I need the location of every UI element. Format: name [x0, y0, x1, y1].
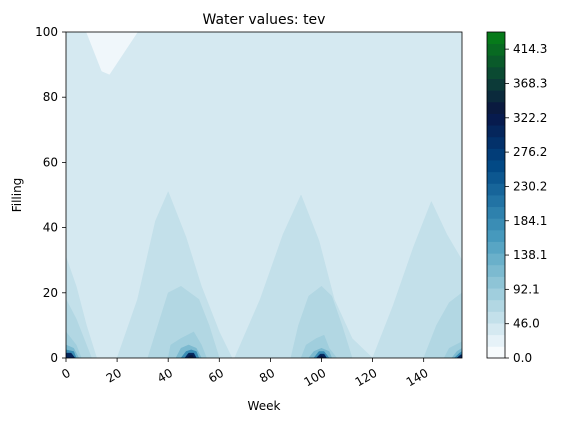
y-tick-label-2: 40	[43, 221, 58, 235]
contour-region-9	[423, 292, 462, 358]
colorbar-tick-label-3: 138.1	[513, 248, 547, 262]
x-tick-label-3: 60	[206, 366, 226, 386]
colorbar-band-10	[487, 229, 505, 242]
colorbar-band-2	[487, 323, 505, 336]
x-axis-label: Week	[248, 399, 281, 413]
colorbar-tick-label-7: 322.2	[513, 111, 547, 125]
contour-region-22	[66, 352, 76, 358]
colorbar-band-4	[487, 299, 505, 312]
colorbar-band-5	[487, 288, 505, 301]
plot-frame	[65, 31, 463, 359]
colorbar-band-27	[487, 32, 505, 45]
x-tick-label-1: 20	[104, 366, 124, 386]
contour-region-7	[147, 285, 220, 358]
colorbar-band-8	[487, 253, 505, 266]
colorbar-tick-label-5: 230.2	[513, 179, 547, 193]
colorbar-band-3	[487, 311, 505, 324]
colorbar-tick-label-2: 92.1	[513, 282, 540, 296]
colorbar-band-24	[487, 66, 505, 79]
colorbar-tick-label-0: 0.0	[513, 351, 532, 365]
colorbar-tick-label-4: 184.1	[513, 214, 547, 228]
y-tick-label-4: 80	[43, 90, 58, 104]
colorbar-band-12	[487, 206, 505, 219]
colorbar-band-17	[487, 148, 505, 161]
colorbar-band-21	[487, 101, 505, 114]
colorbar-band-19	[487, 125, 505, 138]
y-tick-label-3: 60	[43, 155, 58, 169]
colorbar-band-6	[487, 276, 505, 289]
colorbar-band-1	[487, 334, 505, 347]
colorbar-band-23	[487, 78, 505, 91]
chart-title: Water values: tev	[203, 12, 326, 28]
colorbar-band-14	[487, 183, 505, 196]
colorbar-band-0	[487, 346, 505, 359]
contour-region-5	[372, 200, 462, 358]
colorbar-band-7	[487, 264, 505, 277]
colorbar-band-16	[487, 160, 505, 173]
contour-region-26	[186, 355, 195, 358]
y-tick-label-0: 0	[50, 351, 58, 365]
colorbar-band-26	[487, 43, 505, 56]
contour-region-27	[318, 355, 325, 358]
x-tick-label-2: 40	[155, 366, 175, 386]
colorbar-band-13	[487, 195, 505, 208]
contour-region-1	[86, 32, 138, 75]
colorbar-tick-label-1: 46.0	[513, 317, 540, 331]
y-axis-label: Filling	[10, 178, 24, 213]
colorbar-tick-label-9: 414.3	[513, 42, 547, 56]
colorbar-band-18	[487, 136, 505, 149]
colorbar-tick-label-6: 276.2	[513, 145, 547, 159]
colorbar-tick-label-8: 368.3	[513, 76, 547, 90]
y-tick-label-1: 20	[43, 286, 58, 300]
colorbar-band-25	[487, 55, 505, 68]
y-axis: 0 20 40 60 80 100	[35, 25, 66, 365]
x-tick-label-4: 80	[257, 366, 277, 386]
colorbar-frame	[486, 31, 506, 359]
colorbar-band-22	[487, 90, 505, 103]
contour-region-25	[456, 354, 462, 358]
y-tick-label-5: 100	[35, 25, 58, 39]
colorbar-band-9	[487, 241, 505, 254]
colorbar-band-20	[487, 113, 505, 126]
colorbar: 0.0 46.0 92.1 138.1 184.1 230.2 276.2 322.2 368.…	[486, 31, 547, 365]
colorbar-band-15	[487, 171, 505, 184]
plot-area	[65, 31, 463, 359]
colorbar-band-11	[487, 218, 505, 231]
contour-region-8	[290, 285, 353, 358]
